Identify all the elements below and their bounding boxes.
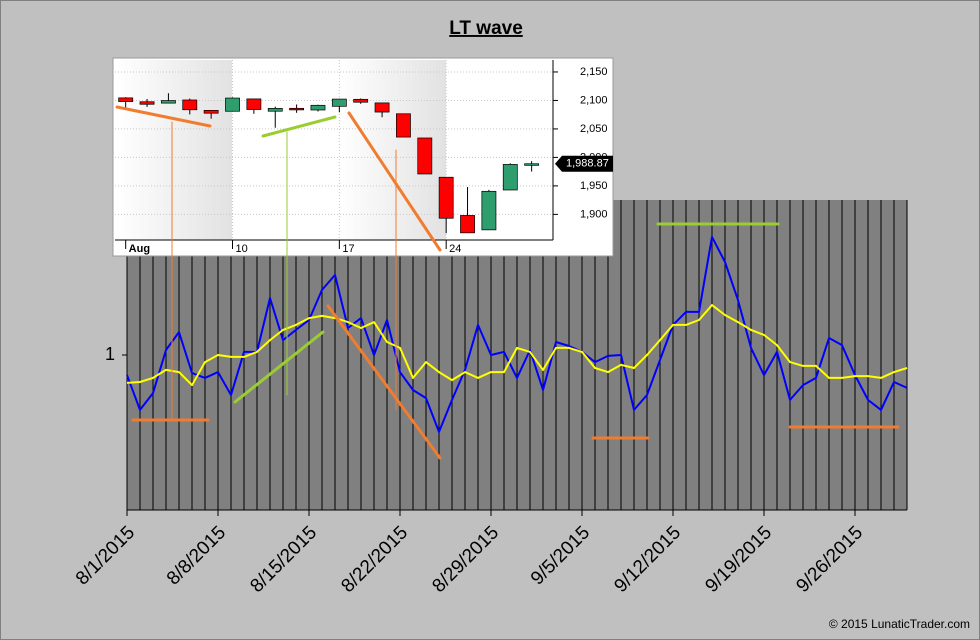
candle-body	[396, 113, 411, 138]
candle-body	[161, 100, 176, 104]
candle-body	[438, 176, 454, 219]
candle-body	[246, 98, 262, 110]
series-line	[126, 304, 908, 387]
y-tick-label: 2,100	[580, 94, 608, 106]
credit: © 2015 LunaticTrader.com	[829, 617, 970, 631]
candle-body	[524, 163, 540, 166]
candle-body	[182, 99, 198, 111]
candle-body	[460, 215, 475, 234]
y-tick-label: 2,150	[580, 66, 608, 78]
candle-body	[417, 137, 433, 175]
trend-line	[233, 330, 325, 404]
y-tick-label: 1,950	[580, 180, 608, 192]
chart-title: LT wave	[449, 18, 523, 39]
candle-body	[203, 110, 219, 114]
x-tick-label: 17	[342, 243, 354, 255]
candle-body	[331, 98, 347, 107]
trend-line	[115, 105, 212, 128]
candle-body	[481, 190, 497, 231]
x-tick-label: 10	[236, 243, 248, 255]
annotations	[115, 105, 900, 460]
week-shade	[116, 60, 232, 240]
y-tick-label: 2,050	[580, 123, 608, 135]
x-tick-label: 24	[449, 243, 461, 255]
candle-body	[118, 97, 134, 102]
inset-chart: 1,9001,9502,0002,0502,1002,150Aug1017241…	[112, 57, 614, 257]
candle-body	[502, 164, 518, 191]
trend-line	[261, 115, 337, 138]
trend-line	[326, 304, 442, 460]
candle-body	[139, 101, 155, 105]
candle-body	[225, 97, 240, 112]
trend-line	[347, 111, 442, 252]
candle-body	[289, 107, 305, 111]
candle-body	[310, 104, 326, 111]
y-tick-label: 1	[105, 344, 115, 364]
y-tick-label: 1,900	[580, 208, 608, 220]
price-tag	[555, 155, 613, 172]
candle-body	[374, 102, 390, 113]
candle-body	[267, 108, 283, 112]
price-tag-label: 1,988.87	[566, 158, 609, 170]
candle-body	[353, 98, 369, 103]
x-tick-label: Aug	[129, 243, 150, 255]
